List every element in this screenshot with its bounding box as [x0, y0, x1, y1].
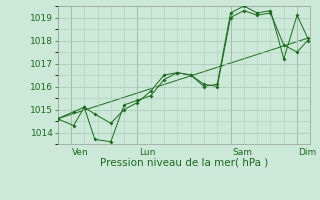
Text: Sam: Sam	[232, 148, 252, 157]
Text: Ven: Ven	[72, 148, 89, 157]
X-axis label: Pression niveau de la mer( hPa ): Pression niveau de la mer( hPa )	[100, 158, 268, 168]
Text: Dim: Dim	[299, 148, 317, 157]
Text: Lun: Lun	[139, 148, 155, 157]
